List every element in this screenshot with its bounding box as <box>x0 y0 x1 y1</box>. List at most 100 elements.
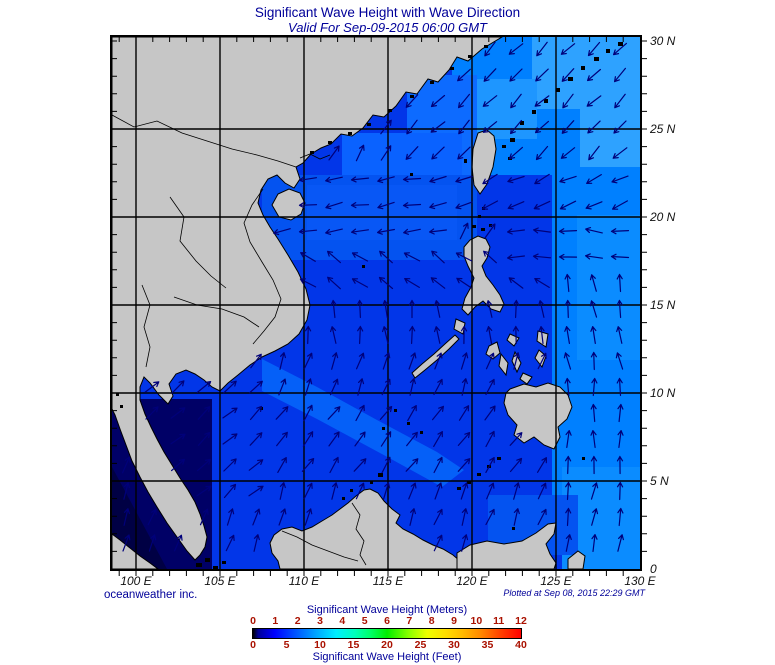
country-border <box>141 284 151 368</box>
plotted-timestamp: Plotted at Sep 08, 2015 22:29 GMT <box>503 588 645 598</box>
islet <box>205 558 210 562</box>
landmass <box>411 334 460 379</box>
islet <box>457 487 461 490</box>
meters-tick: 6 <box>384 615 390 627</box>
landmass <box>271 188 306 221</box>
islet <box>310 151 314 154</box>
lon-axis-label: 130 E <box>624 574 656 588</box>
meters-tick: 5 <box>361 615 368 627</box>
islet <box>394 409 397 412</box>
meters-tick: 1 <box>272 615 279 627</box>
country-border <box>351 502 367 566</box>
islet <box>213 566 218 570</box>
islet <box>382 427 385 430</box>
lat-axis-label: 25 N <box>650 122 676 136</box>
islet <box>512 527 515 530</box>
legend-colorbar <box>252 628 522 639</box>
feet-tick: 15 <box>347 639 360 651</box>
islet <box>606 49 610 53</box>
islet <box>430 81 434 84</box>
feet-tick: 5 <box>283 639 290 651</box>
landmass <box>534 349 547 369</box>
feet-tick: 30 <box>448 639 460 651</box>
islet <box>467 481 471 484</box>
lat-axis-label: 5 N <box>650 474 669 488</box>
feet-tick: 0 <box>250 639 256 651</box>
meters-tick: 10 <box>470 615 483 627</box>
country-border <box>111 114 297 168</box>
islet <box>532 110 536 114</box>
credit-text: oceanweather inc. <box>104 589 198 601</box>
lon-axis-label: 120 E <box>456 574 488 588</box>
islet <box>581 66 585 70</box>
landmass <box>567 550 586 570</box>
meters-tick: 3 <box>317 615 323 627</box>
wave-height-map <box>110 35 647 576</box>
islet <box>410 173 413 176</box>
islet <box>450 67 454 70</box>
islet <box>510 138 515 142</box>
islet <box>464 159 467 163</box>
islet <box>481 228 485 231</box>
country-border <box>173 296 260 328</box>
islet <box>582 457 585 460</box>
wave-patch <box>577 215 640 360</box>
islet <box>378 473 383 477</box>
feet-tick: 25 <box>414 639 427 651</box>
islet <box>367 123 371 126</box>
country-border <box>169 196 227 289</box>
valid-time-subtitle: Valid For Sep-09-2015 06:00 GMT <box>288 20 487 35</box>
islet <box>544 99 548 103</box>
landmass <box>111 533 160 570</box>
islet <box>196 563 202 567</box>
islet <box>502 145 506 148</box>
meters-tick: 11 <box>493 615 505 627</box>
meters-tick: 4 <box>339 615 346 627</box>
meters-tick: 12 <box>515 615 527 627</box>
lat-axis-label: 0 <box>650 562 657 576</box>
islet <box>594 57 599 61</box>
islet <box>370 481 373 484</box>
islet <box>362 265 365 268</box>
meters-tick: 8 <box>428 615 435 627</box>
degree-ticks <box>112 37 647 576</box>
legend-feet-ticks: 0 5 10 15 20 25 30 35 40 <box>250 639 527 651</box>
islet <box>568 77 573 81</box>
feet-tick: 40 <box>515 639 527 651</box>
legend-feet-title: Significant Wave Height (Feet) <box>312 651 462 663</box>
islet <box>120 405 123 408</box>
lat-axis-label: 10 N <box>650 386 676 400</box>
islet <box>477 473 481 476</box>
islet <box>342 497 345 500</box>
page-title: Significant Wave Height with Wave Direct… <box>254 5 521 20</box>
feet-tick: 35 <box>481 639 494 651</box>
islet <box>328 141 332 144</box>
lon-axis-label: 125 E <box>540 574 572 588</box>
islet <box>410 95 414 98</box>
wave-patch <box>262 359 464 487</box>
islet <box>484 45 488 48</box>
lat-axis-label: 20 N <box>650 210 676 224</box>
islet <box>407 422 410 425</box>
islet <box>556 88 560 92</box>
landmass <box>511 350 522 374</box>
islet <box>472 225 476 228</box>
lon-axis-label: 105 E <box>204 574 236 588</box>
lon-axis-label: 100 E <box>120 574 152 588</box>
islet <box>348 132 352 135</box>
legend-meters-ticks: 0 1 2 3 4 5 6 7 8 9 10 11 12 <box>250 615 527 627</box>
meters-tick: 9 <box>451 615 457 627</box>
wave-patch <box>532 37 640 109</box>
meters-tick: 2 <box>294 615 301 627</box>
feet-tick: 10 <box>314 639 326 651</box>
country-border <box>243 188 282 345</box>
islet <box>350 489 353 492</box>
islet <box>116 393 119 396</box>
wave-patch <box>472 79 537 139</box>
landmass <box>519 372 533 385</box>
lat-axis-label: 15 N <box>650 298 676 312</box>
islet <box>520 121 524 125</box>
meters-tick: 7 <box>406 615 413 627</box>
